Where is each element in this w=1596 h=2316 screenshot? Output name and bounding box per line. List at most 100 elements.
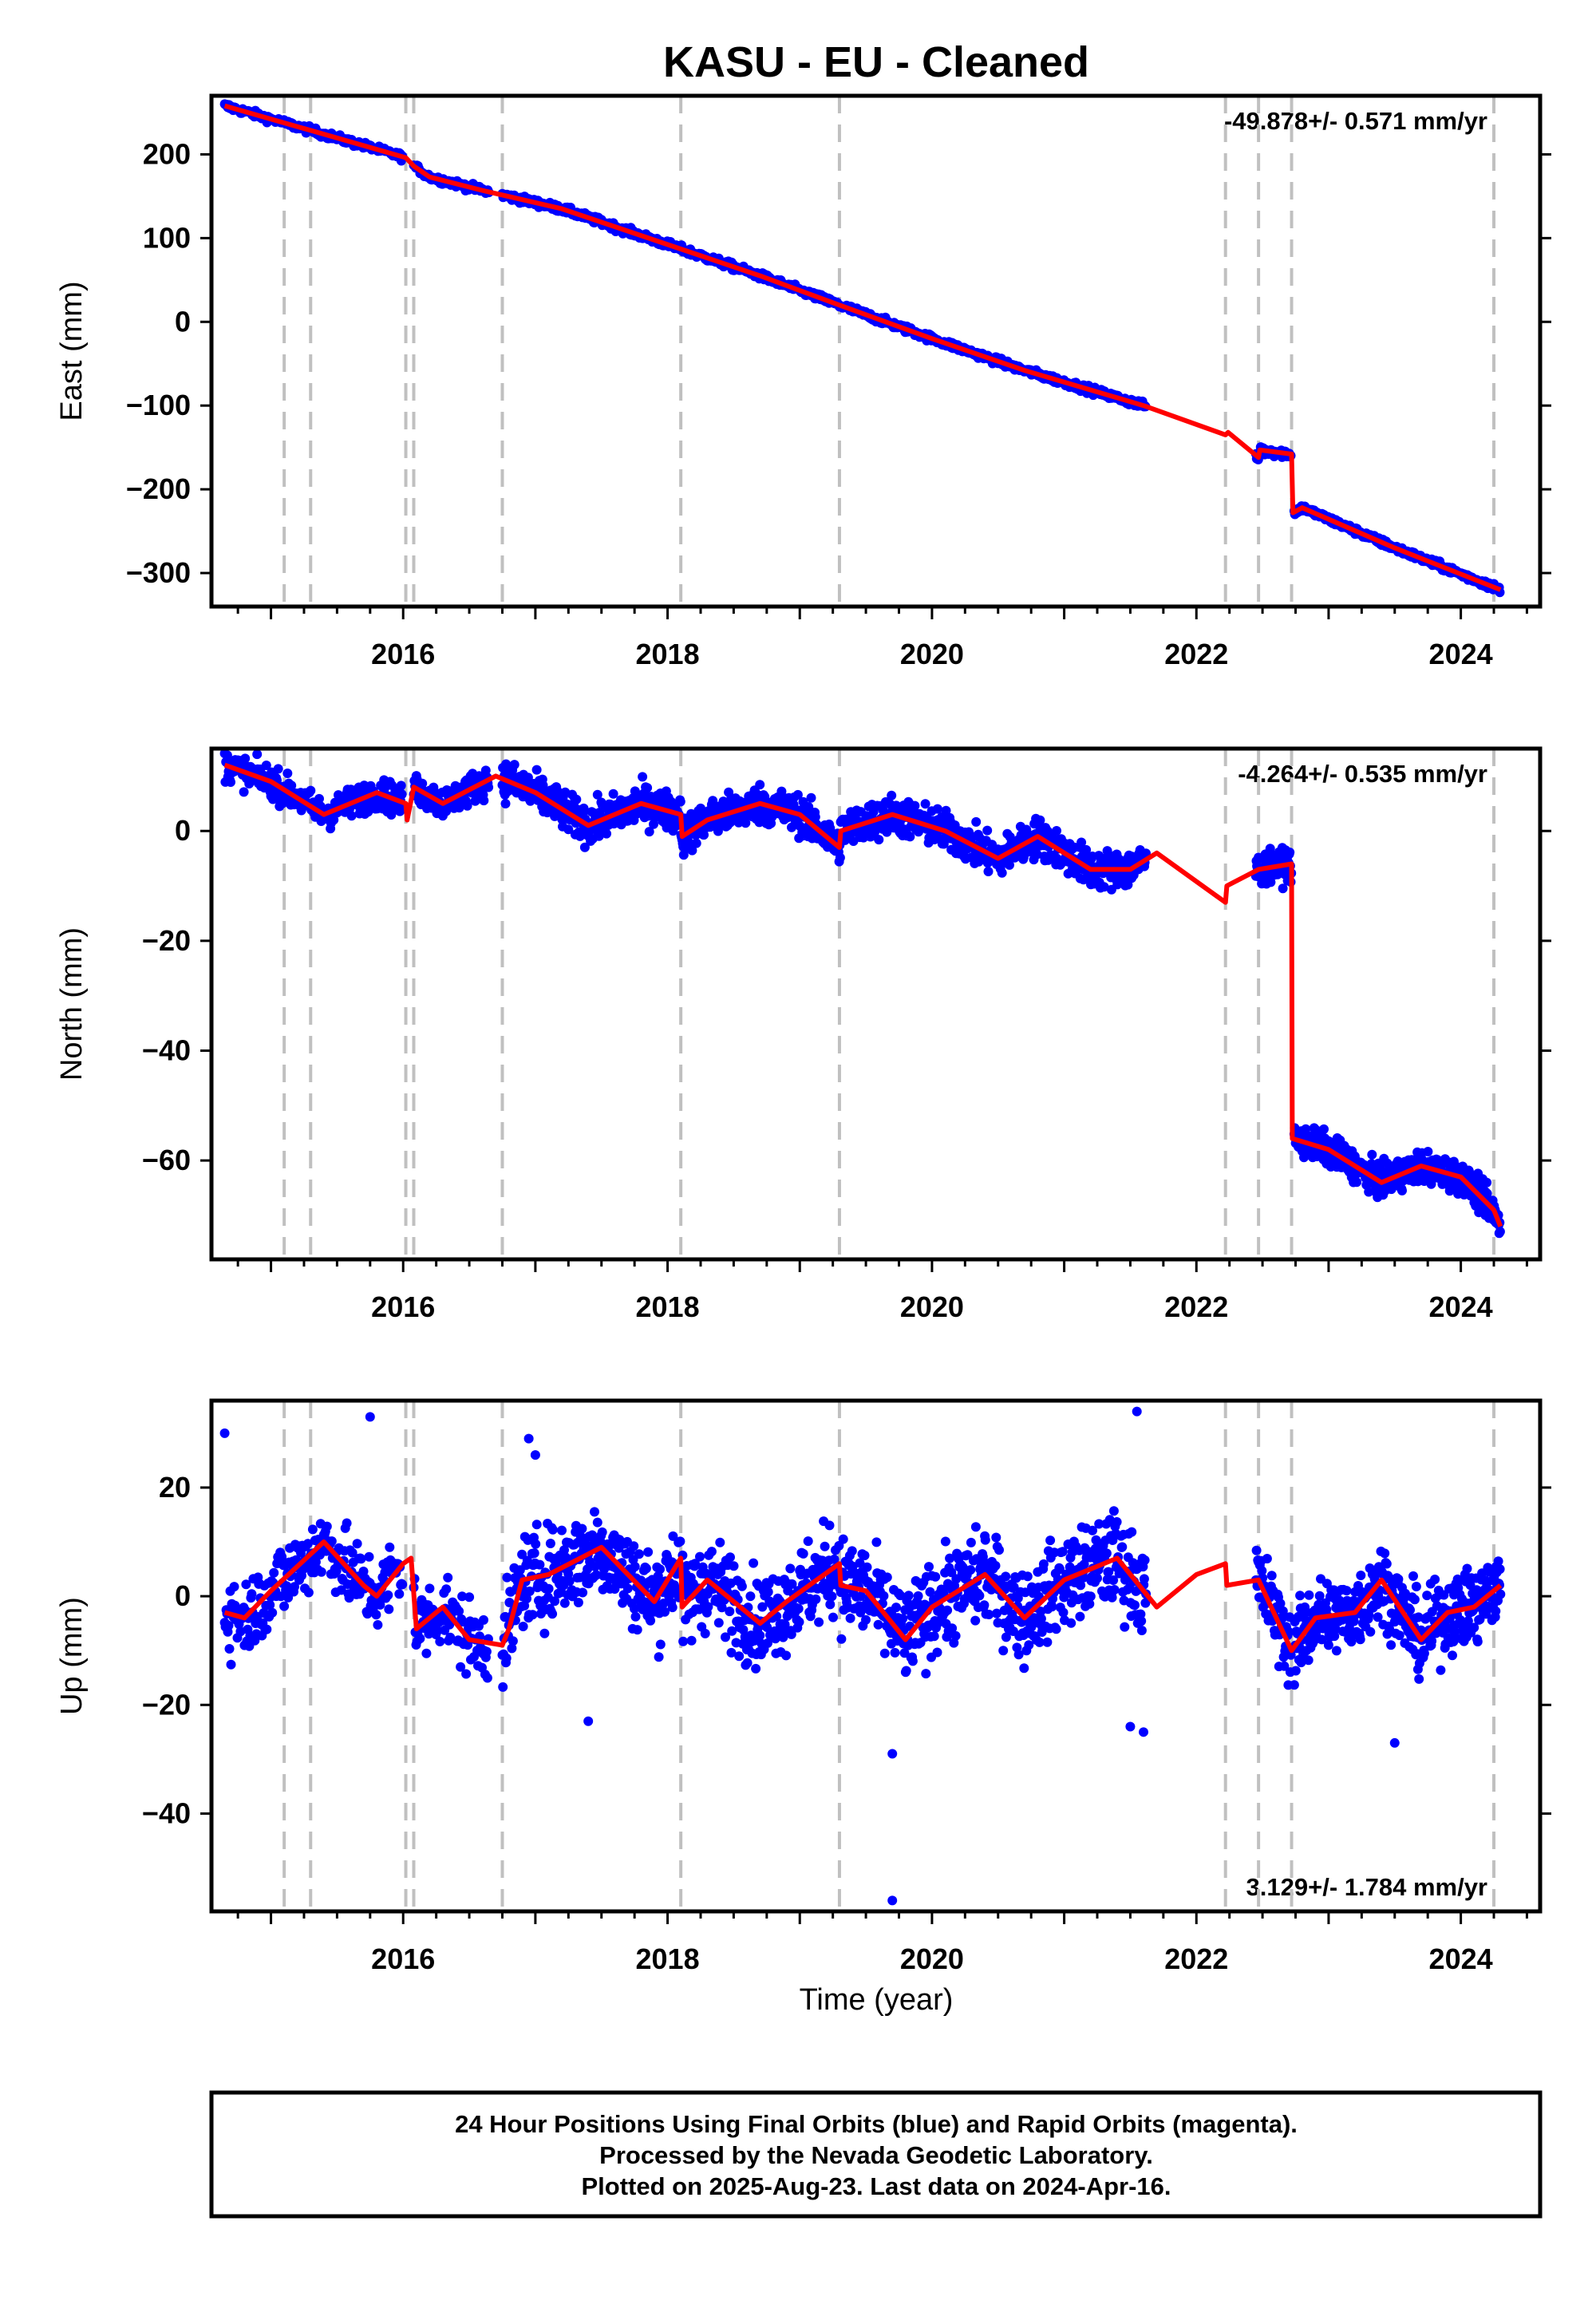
up-point-1-30 [433,1626,443,1636]
up-point-2-223 [630,1562,640,1571]
up-point-2-910 [1038,1559,1049,1569]
north-point-0-4 [222,750,232,761]
up-point-2-641 [879,1591,889,1601]
north-point-1-49 [441,806,452,816]
up-point-1-20 [425,1583,435,1594]
up-point-2-763 [951,1574,962,1584]
up-point-2-224 [630,1611,641,1622]
up-point-2-51 [527,1610,538,1620]
up-point-1-46 [445,1632,456,1642]
north-point-4-210 [1386,1184,1396,1195]
north-point-2-1048 [1052,826,1061,836]
up-point-2-168 [597,1527,607,1537]
up-point-2-532 [814,1617,824,1627]
north-point-2-274 [642,783,653,793]
up-point-2-846 [1001,1571,1011,1582]
north-xtick-label-2: 2020 [900,1290,964,1323]
up-point-2-245 [643,1547,654,1557]
up-point-0-154 [342,1518,352,1528]
up-point-2-603 [856,1591,866,1602]
up-point-2-554 [827,1591,837,1602]
north-point-0-192 [346,811,357,821]
up-point-2-921 [1045,1535,1056,1546]
up-point-2-107 [561,1552,571,1563]
north-point-2-1138 [1099,882,1109,892]
east-xtick-label-2: 2020 [900,638,964,670]
up-point-2-332 [695,1551,705,1562]
up-y-axis-label: Up (mm) [55,1597,89,1715]
up-point-2-134 [577,1524,587,1534]
up-point-1-93 [482,1673,492,1683]
east-frame [209,93,1543,609]
north-point-2-959 [1005,860,1014,870]
up-point-2-366 [715,1537,725,1547]
north-point-2-140 [571,794,582,804]
up-point-2-346 [703,1602,713,1612]
north-point-2-197 [602,828,611,839]
up-point-2-437 [757,1602,768,1612]
up-point-0-34 [247,1589,257,1599]
up-point-2-756 [947,1623,958,1634]
up-point-2-745 [940,1536,950,1547]
north-point-0-268 [397,789,407,800]
north-point-1-106 [479,796,489,806]
up-point-2-158 [591,1570,602,1580]
north-point-4-233 [1397,1185,1407,1196]
north-point-2-919 [983,867,994,876]
up-point-0-78 [282,1581,292,1591]
up-point-0-161 [347,1547,358,1558]
north-point-2-559 [792,789,803,800]
up-point-2-611 [861,1614,871,1625]
north-point-4-64 [1319,1124,1329,1134]
up-point-2-352 [706,1547,717,1557]
up-point-2-810 [979,1600,990,1611]
up-point-2-748 [942,1605,953,1615]
up-point-0-105 [302,1539,313,1549]
up-point-2-230 [634,1549,644,1559]
up-point-2-712 [921,1669,931,1679]
up-point-0-207 [384,1604,394,1614]
up-point-2-375 [721,1632,730,1642]
up-point-2-105 [559,1598,570,1608]
north-point-2-1095 [1077,837,1087,848]
up-point-0-193 [373,1620,383,1630]
up-point-2-573 [838,1534,848,1544]
up-point-2-382 [725,1607,735,1617]
up-point-2-662 [891,1603,901,1613]
up-rate-label: 3.129+/- 1.784 mm/yr [1246,1873,1487,1901]
up-point-2-830 [991,1532,1001,1543]
up-point-0-122 [316,1567,326,1577]
up-point-2-417 [745,1591,756,1602]
up-point-2-7 [501,1653,512,1663]
up-point-2-135 [578,1587,588,1598]
north-point-4-289 [1423,1147,1433,1156]
up-point-2-242 [641,1563,651,1574]
up-point-2-551 [825,1599,836,1610]
up-point-2-386 [727,1626,737,1636]
north-point-2-367 [691,838,701,848]
up-point-2-673 [898,1614,908,1624]
east-xtick-label-1: 2018 [636,638,700,670]
up-point-2-883 [1022,1571,1033,1582]
up-point-2-956 [1066,1618,1077,1628]
up-point-1-92 [481,1646,492,1657]
up-point-0-57 [265,1600,275,1610]
north-point-4-25 [1301,1124,1311,1134]
up-point-1-59 [456,1662,466,1672]
up-point-2-128 [573,1598,583,1607]
north-point-2-1104 [1081,844,1092,855]
up-point-2-447 [763,1587,773,1597]
north-point-2-839 [941,805,951,816]
up-point-2-81 [545,1539,555,1548]
up-point-0-8 [226,1659,236,1670]
north-point-2-528 [776,786,787,796]
up-point-2-46 [524,1586,535,1596]
up-point-0-167 [352,1539,362,1549]
north-point-2-265 [638,772,648,782]
up-point-2-263 [654,1652,664,1662]
north-ytick-label-0: −60 [142,1144,191,1176]
up-point-2-556 [828,1612,838,1622]
up-point-0-88 [290,1582,299,1592]
up-point-2-383 [725,1552,735,1563]
